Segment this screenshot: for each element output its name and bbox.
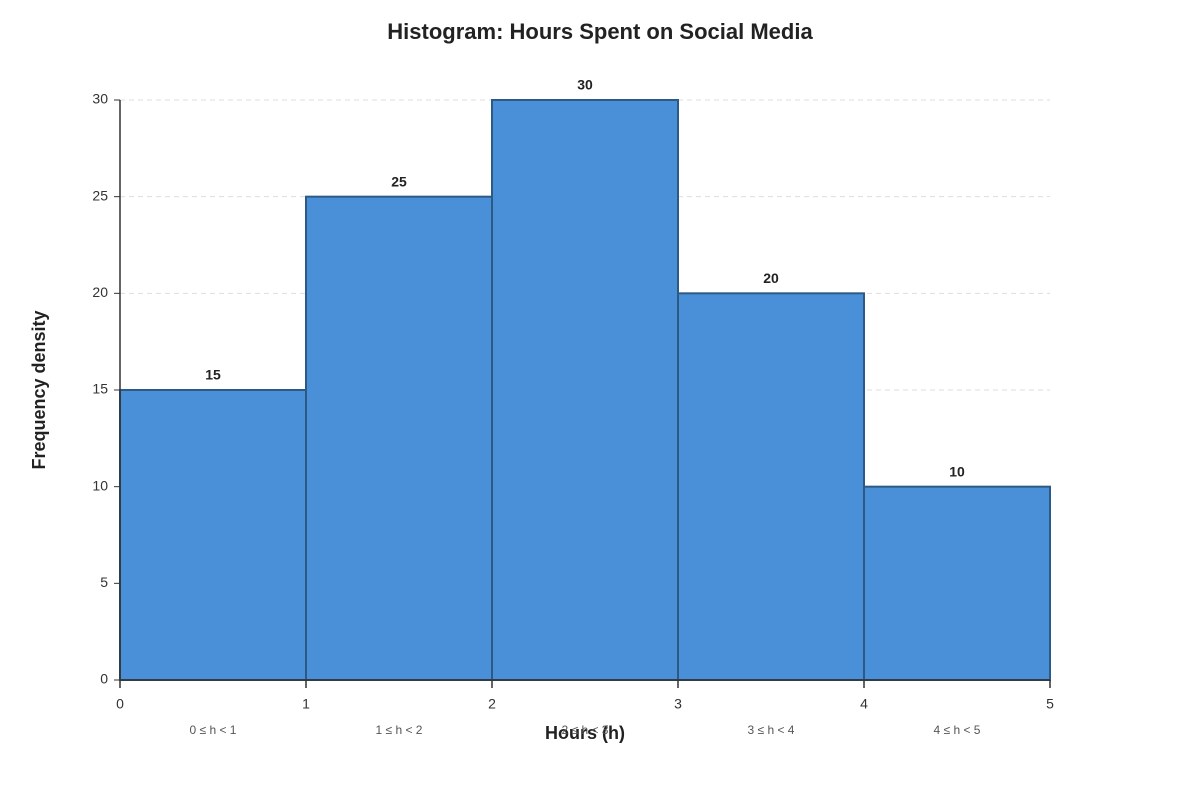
value-label: 10 (949, 463, 965, 479)
bar (491, 99, 679, 681)
chart-title: Histogram: Hours Spent on Social Media (387, 19, 813, 44)
value-label: 15 (205, 367, 221, 383)
bar (305, 195, 493, 682)
value-label: 30 (577, 77, 593, 93)
bin-label: 0 ≤ h < 1 (190, 723, 237, 737)
bin-label: 4 ≤ h < 5 (934, 723, 981, 737)
value-label: 20 (763, 270, 779, 286)
bar (677, 292, 865, 681)
bar (863, 485, 1051, 681)
bar (119, 389, 307, 681)
bin-label: 3 ≤ h < 4 (748, 723, 795, 737)
y-tick-label: 0 (100, 671, 108, 687)
y-axis-title: Frequency density (29, 310, 49, 469)
value-label: 25 (391, 173, 407, 189)
y-tick-label: 25 (92, 187, 108, 203)
x-tick-label: 3 (674, 696, 682, 712)
x-tick-label: 2 (488, 696, 496, 712)
y-tick-label: 5 (100, 574, 108, 590)
y-tick-label: 15 (92, 381, 108, 397)
x-tick-label: 4 (860, 696, 868, 712)
x-axis-title: Hours (h) (545, 723, 625, 743)
y-tick-label: 30 (92, 91, 108, 107)
y-tick-label: 10 (92, 477, 108, 493)
bin-label: 1 ≤ h < 2 (376, 723, 423, 737)
x-tick-label: 1 (302, 696, 310, 712)
x-tick-label: 5 (1046, 696, 1054, 712)
x-tick-label: 0 (116, 696, 124, 712)
bin-label: 2 ≤ h < 3 (562, 723, 609, 737)
y-tick-label: 20 (92, 284, 108, 300)
